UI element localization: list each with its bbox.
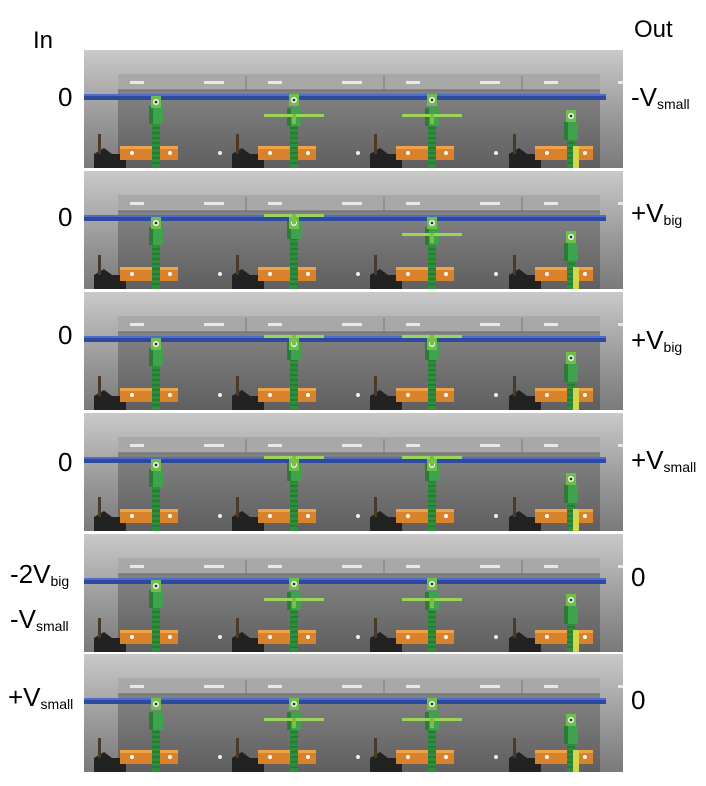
mechanism-panel-6 (84, 654, 623, 772)
mechanism-illustration (84, 50, 623, 168)
mechanism-illustration (84, 171, 623, 289)
output-label-4: +Vsmall (631, 445, 697, 475)
output-label-5: 0 (631, 562, 646, 592)
mechanism-panel-3 (84, 292, 623, 410)
output-label-3: +Vbig (631, 325, 683, 355)
mechanism-illustration (84, 413, 623, 531)
input-label-4: 0 (58, 447, 73, 477)
input-label-1: 0 (58, 82, 73, 112)
mechanism-panel-4 (84, 413, 623, 531)
input-label-3: 0 (58, 320, 73, 350)
input-label-6: +Vsmall (8, 682, 74, 712)
mechanism-panel-2 (84, 171, 623, 289)
in-header: In (33, 27, 54, 54)
mechanism-panel-1 (84, 50, 623, 168)
mechanism-illustration (84, 654, 623, 772)
out-header: Out (634, 16, 673, 43)
input-label-5b: -Vsmall (10, 604, 69, 634)
output-label-1: -Vsmall (631, 82, 690, 112)
mechanism-illustration (84, 534, 623, 652)
mechanism-illustration (84, 292, 623, 410)
output-label-6: 0 (631, 685, 646, 715)
output-label-2: +Vbig (631, 198, 683, 228)
input-label-5a: -2Vbig (10, 559, 70, 589)
input-label-2: 0 (58, 202, 73, 232)
mechanism-panel-5 (84, 534, 623, 652)
